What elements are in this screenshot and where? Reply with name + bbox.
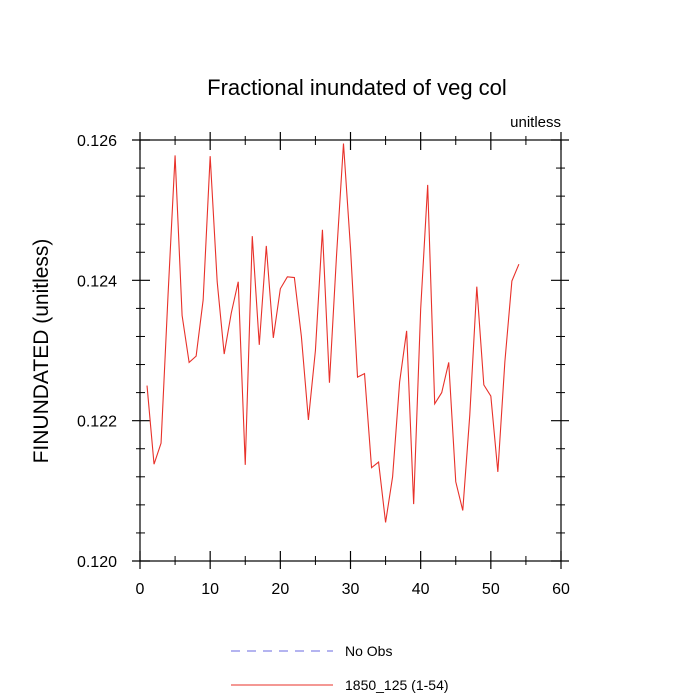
x-tick-label: 20 [271, 581, 289, 598]
x-tick-label: 30 [342, 581, 360, 598]
x-tick-label: 60 [552, 581, 570, 598]
series-group [146, 143, 520, 523]
legend-label: No Obs [345, 643, 392, 659]
axis-tick-labels: 0 10 20 30 40 50 60 0.120 0.122 0.124 0.126 [77, 133, 570, 598]
y-axis-title: FINUNDATED (unitless) [30, 239, 53, 464]
axis-ticks [132, 132, 569, 569]
units-label: unitless [510, 114, 561, 131]
y-tick-label: 0.124 [77, 273, 117, 290]
x-tick-label: 50 [482, 581, 500, 598]
chart-title: Fractional inundated of veg col [207, 75, 507, 100]
y-tick-label: 0.122 [77, 414, 117, 431]
x-tick-label: 0 [136, 581, 145, 598]
y-tick-label: 0.126 [77, 133, 117, 150]
series-line [146, 143, 520, 523]
x-tick-label: 40 [412, 581, 430, 598]
legend-label: 1850_125 (1-54) [345, 677, 449, 693]
x-tick-label: 10 [201, 581, 219, 598]
plot-frame [139, 139, 562, 562]
y-tick-label: 0.120 [77, 554, 117, 571]
legend: No Obs 1850_125 (1-54) [231, 643, 449, 693]
